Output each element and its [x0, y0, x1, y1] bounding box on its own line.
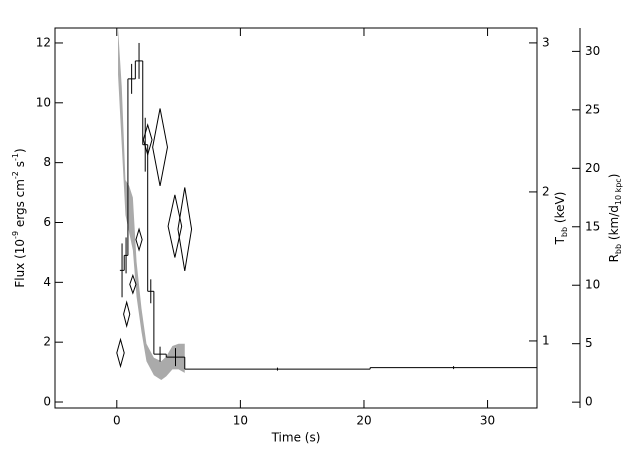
x-tick-label: 30	[480, 414, 495, 428]
y-tick-label: 2	[43, 335, 51, 349]
diamond	[167, 194, 183, 258]
x-tick-label: 10	[233, 414, 248, 428]
y-axis-label-part: -1	[11, 153, 20, 161]
x-tick-label: 20	[356, 414, 371, 428]
y2-tick-label: 1	[542, 333, 550, 347]
y-axis-label-part: ergs cm	[13, 179, 27, 231]
y3-axis-label-part: R	[607, 254, 621, 262]
y-tick-label: 12	[36, 35, 51, 49]
diamond	[123, 300, 131, 329]
y-axis-label-part: -2	[11, 171, 20, 179]
band	[118, 28, 185, 380]
y-tick-label: 6	[43, 215, 51, 229]
diamond	[129, 273, 137, 295]
y2-axis-label-part: bb	[560, 227, 569, 237]
y-axis-label-part: )	[13, 148, 27, 153]
y2-axis-label-part: (keV)	[553, 192, 567, 227]
y3-tick-label: 15	[585, 219, 600, 233]
y3-axis-label-part: bb	[614, 244, 623, 254]
x-axis-label: Time (s)	[271, 431, 321, 445]
y-axis-label-part: Flux (10	[13, 239, 27, 288]
diamond	[142, 123, 153, 157]
y-tick-label: 10	[36, 95, 51, 109]
y-axis-label-part: -9	[11, 231, 20, 239]
y3-tick-label: 20	[585, 161, 600, 175]
y2-tick-label: 3	[542, 35, 550, 49]
y-tick-label: 0	[43, 395, 51, 409]
diamond	[116, 337, 125, 369]
y3-tick-label: 25	[585, 102, 600, 116]
y2-axis-label-part: T	[553, 236, 567, 245]
y3-tick-label: 0	[585, 395, 593, 409]
y3-axis-label-part: )	[607, 174, 621, 179]
y-tick-label: 4	[43, 275, 51, 289]
y3-axis-label: Rbb (km/d10 kpc)	[607, 174, 624, 263]
y-tick-label: 8	[43, 155, 51, 169]
x-tick-label: 0	[113, 414, 121, 428]
y2-tick-label: 2	[542, 184, 550, 198]
y2-axis-label: Tbb (keV)	[553, 192, 570, 246]
y3-tick-label: 10	[585, 278, 600, 292]
y3-tick-label: 30	[585, 44, 600, 58]
diamond	[135, 227, 143, 252]
y-axis-label: Flux (10-9 ergs cm-2 s-1)	[11, 148, 27, 287]
diamond	[152, 108, 168, 187]
diamond	[177, 187, 193, 271]
plot-frame	[54, 27, 538, 409]
y3-tick-label: 5	[585, 336, 593, 350]
y3-axis-label-part: (km/d	[607, 205, 621, 244]
y-axis-label-part: s	[13, 161, 27, 171]
y3-axis-label-part: 10 kpc	[614, 178, 623, 205]
